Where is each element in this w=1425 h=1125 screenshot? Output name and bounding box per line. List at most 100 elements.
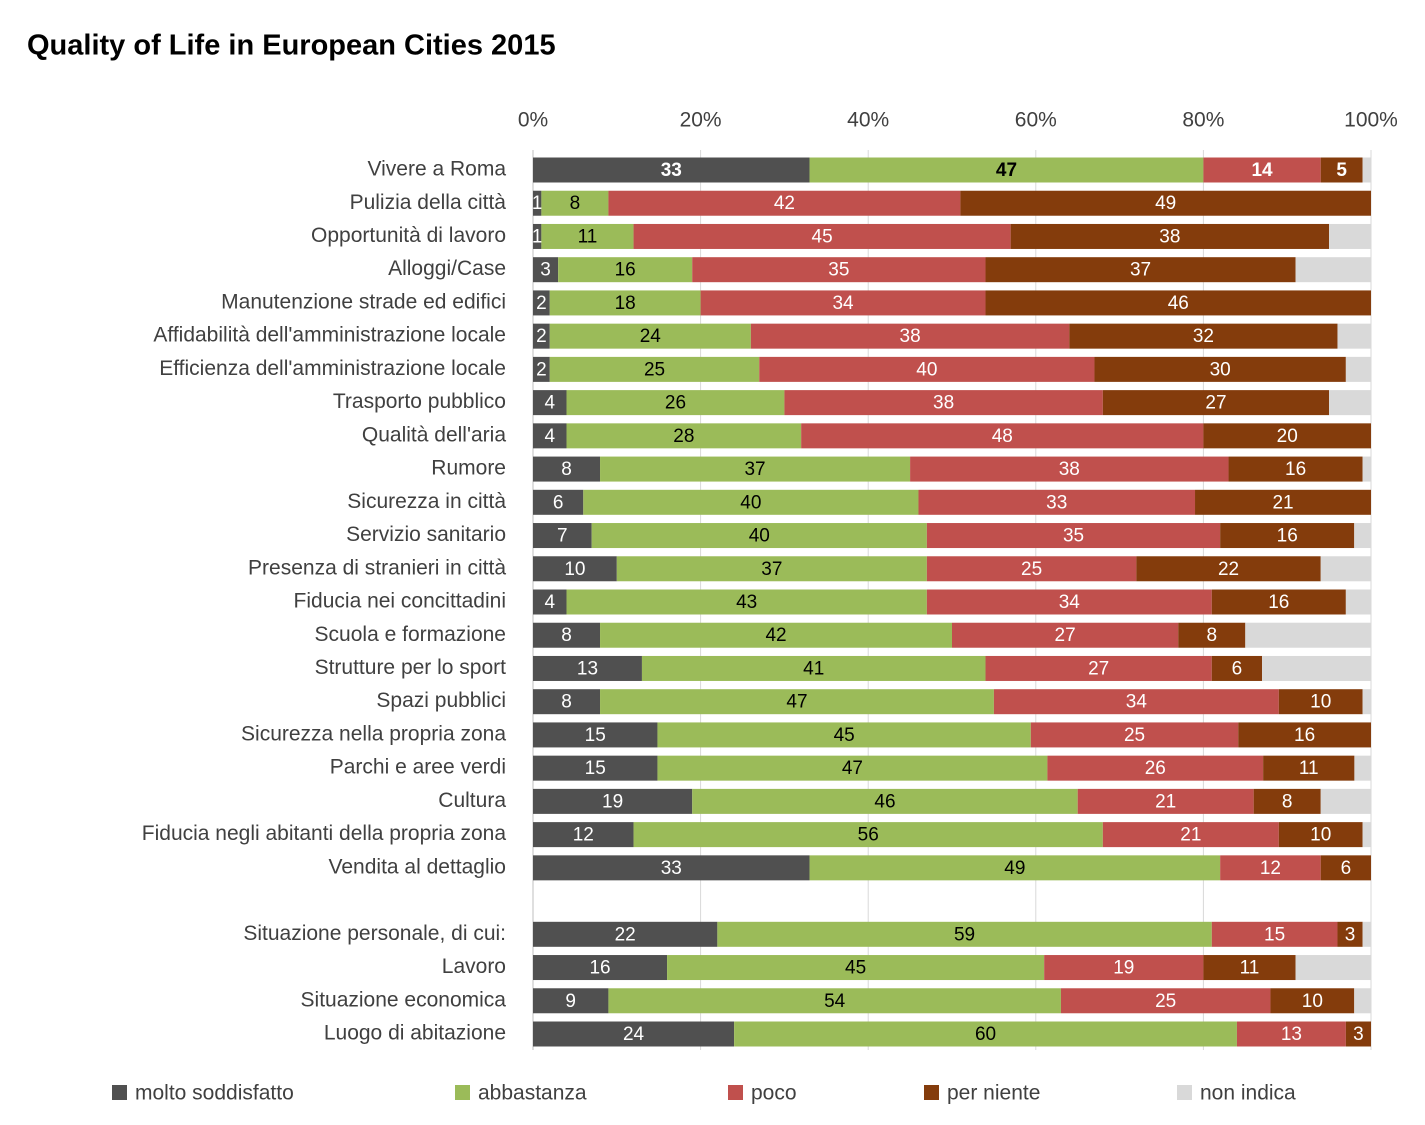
- bar-segment: [549, 323, 751, 349]
- data-label: 26: [665, 393, 686, 414]
- data-label: 8: [1282, 791, 1293, 812]
- bar-segment: [1010, 223, 1330, 249]
- bar-segment: [801, 423, 1204, 449]
- bar-segment: [1295, 257, 1371, 283]
- bar-segment: [1337, 323, 1371, 349]
- bar-segment: [1345, 356, 1371, 382]
- bar-segment: [633, 223, 1011, 249]
- bar-segment: [533, 622, 601, 648]
- bar-segment: [734, 1021, 1237, 1047]
- bar-segment: [1245, 622, 1371, 648]
- bar-segment: [717, 921, 1212, 947]
- data-label: 25: [1155, 991, 1176, 1012]
- bar-segment: [1329, 223, 1371, 249]
- data-label: 6: [1341, 858, 1352, 879]
- data-label: 4: [544, 592, 555, 613]
- data-label: 1: [532, 226, 543, 247]
- bar-segment: [1102, 822, 1279, 848]
- bar-segment: [809, 855, 1221, 881]
- data-label: 45: [812, 226, 833, 247]
- bar-segment: [1102, 390, 1330, 416]
- data-label: 42: [774, 193, 795, 214]
- bar-segment: [1320, 855, 1371, 881]
- bar-segment: [608, 988, 1061, 1014]
- legend-swatch: [112, 1085, 127, 1100]
- data-label: 15: [1264, 924, 1285, 945]
- data-label: 40: [740, 492, 761, 513]
- data-label: 25: [1124, 725, 1145, 746]
- bar-segment: [533, 489, 584, 515]
- data-label: 45: [834, 725, 855, 746]
- data-label: 3: [1353, 1024, 1364, 1045]
- data-label: 11: [1240, 958, 1260, 979]
- data-label: 15: [585, 725, 606, 746]
- bar-segment: [1362, 157, 1371, 183]
- bar-segment: [910, 456, 1229, 482]
- data-label: 22: [615, 924, 636, 945]
- data-label: 54: [824, 991, 846, 1012]
- y-tick-label: Lavoro: [442, 955, 506, 978]
- legend-label: poco: [751, 1082, 797, 1105]
- bar-segment: [533, 257, 559, 283]
- x-tick-label: 100%: [1344, 109, 1398, 132]
- data-label: 38: [1159, 226, 1180, 247]
- bar-segment: [533, 1021, 735, 1047]
- bar-segment: [1253, 788, 1321, 814]
- data-label: 34: [1126, 692, 1148, 713]
- legend-label: per niente: [947, 1082, 1040, 1105]
- bar-segment: [1262, 655, 1371, 681]
- y-tick-label: Spazi pubblici: [376, 689, 506, 712]
- bar-segment: [926, 589, 1212, 615]
- bar-segment: [533, 722, 658, 748]
- bar-segment: [1337, 921, 1363, 947]
- bar-segment: [657, 755, 1048, 781]
- data-label: 40: [749, 526, 770, 547]
- bar-segment: [533, 556, 617, 582]
- data-label: 10: [1302, 991, 1323, 1012]
- bar-segment: [1178, 622, 1246, 648]
- bar-segment: [533, 523, 592, 549]
- bar-segment: [533, 822, 634, 848]
- bar-segment: [1228, 456, 1363, 482]
- bar-segment: [1211, 655, 1263, 681]
- bar-segment: [918, 489, 1196, 515]
- bar-segment: [1320, 788, 1371, 814]
- bar-segment: [952, 622, 1179, 648]
- bar-segment: [533, 323, 550, 349]
- bar-segment: [533, 655, 642, 681]
- bar-segment: [533, 190, 542, 216]
- data-label: 27: [1205, 393, 1226, 414]
- y-tick-label: Efficienza dell'amministrazione locale: [159, 357, 506, 380]
- y-tick-label: Fiducia nei concittadini: [294, 590, 506, 613]
- bar-segment: [549, 290, 701, 316]
- y-tick-label: Rumore: [431, 457, 506, 480]
- y-tick-label: Vendita al dettaglio: [329, 855, 506, 878]
- data-label: 34: [832, 293, 854, 314]
- bar-segment: [985, 655, 1212, 681]
- bar-segment: [533, 223, 542, 249]
- y-tick-label: Pulizia della città: [350, 191, 507, 214]
- data-label: 20: [1277, 426, 1298, 447]
- y-tick-label: Strutture per lo sport: [315, 656, 507, 679]
- y-tick-label: Scuola e formazione: [315, 623, 506, 646]
- data-label: 49: [1004, 858, 1025, 879]
- y-tick-label: Luogo di abitazione: [324, 1022, 506, 1045]
- y-tick-label: Parchi e aree verdi: [330, 756, 506, 779]
- bar-segment: [533, 955, 668, 981]
- data-label: 7: [557, 526, 568, 547]
- data-label: 49: [1155, 193, 1176, 214]
- data-label: 2: [536, 326, 547, 347]
- data-label: 11: [578, 226, 598, 247]
- data-label: 8: [1206, 625, 1217, 646]
- data-label: 46: [874, 791, 895, 812]
- data-label: 38: [1059, 459, 1080, 480]
- bar-segment: [1278, 822, 1363, 848]
- y-tick-label: Alloggi/Case: [388, 257, 506, 280]
- data-label: 33: [661, 858, 682, 879]
- bar-segment: [1069, 323, 1338, 349]
- legend-swatch: [728, 1085, 743, 1100]
- bar-segment: [1195, 489, 1371, 515]
- bar-segment: [549, 356, 760, 382]
- data-label: 37: [744, 459, 765, 480]
